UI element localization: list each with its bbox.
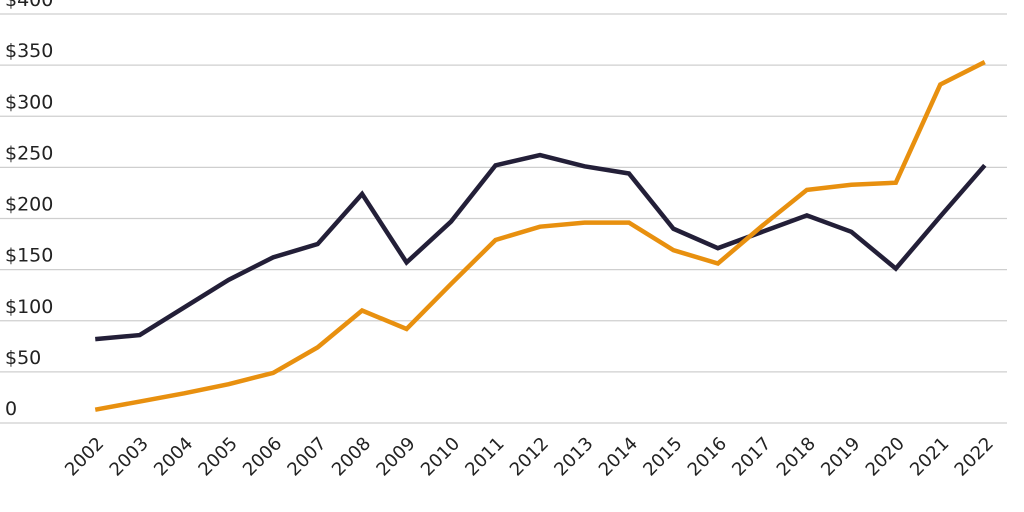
x-tick-label: 2011 xyxy=(461,433,508,480)
y-tick-label: $300 xyxy=(5,91,53,113)
x-tick-label: 2016 xyxy=(684,433,731,480)
series-line xyxy=(94,60,986,412)
x-tick-label: 2022 xyxy=(951,433,998,480)
y-tick-label: $350 xyxy=(5,40,53,62)
x-tick-label: 2013 xyxy=(550,433,597,480)
x-tick-label: 2018 xyxy=(773,433,820,480)
x-tick-label: 2009 xyxy=(372,433,419,480)
x-tick-label: 2002 xyxy=(61,433,108,480)
x-tick-label: 2021 xyxy=(906,433,953,480)
y-tick-label: $400 xyxy=(5,0,53,11)
y-tick-label: 0 xyxy=(5,398,17,420)
x-tick-label: 2015 xyxy=(639,433,686,480)
x-tick-label: 2019 xyxy=(817,433,864,480)
y-tick-label: $250 xyxy=(5,142,53,164)
x-tick-label: 2006 xyxy=(239,433,286,480)
series-line xyxy=(95,152,987,342)
x-tick-label: 2003 xyxy=(106,433,153,480)
y-tick-label: $50 xyxy=(5,347,41,369)
x-tick-label: 2008 xyxy=(328,433,375,480)
x-tick-label: 2012 xyxy=(506,433,553,480)
y-tick-label: $100 xyxy=(5,296,53,318)
y-tick-label: $150 xyxy=(5,245,53,267)
x-tick-label: 2020 xyxy=(862,433,909,480)
x-tick-label: 2017 xyxy=(728,433,775,480)
x-tick-label: 2004 xyxy=(150,433,197,480)
x-tick-label: 2007 xyxy=(283,433,330,480)
x-tick-label: 2005 xyxy=(194,433,241,480)
y-tick-label: $200 xyxy=(5,194,53,216)
x-tick-label: 2010 xyxy=(417,433,464,480)
x-tick-label: 2014 xyxy=(595,433,642,480)
